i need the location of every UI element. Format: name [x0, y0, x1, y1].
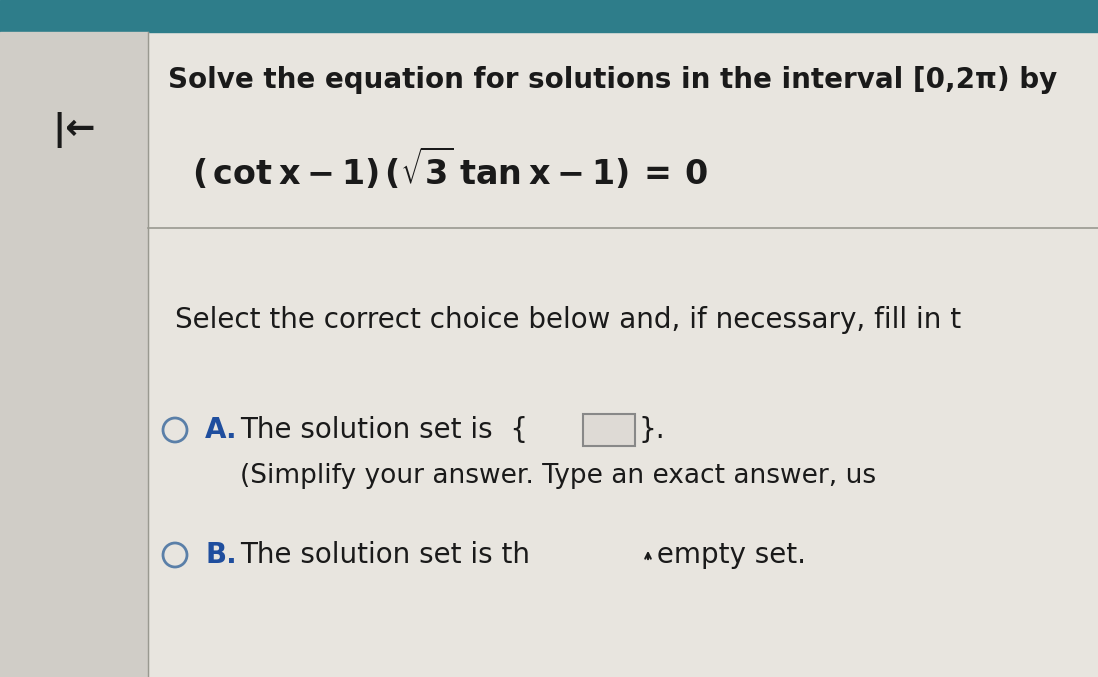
Text: |←: |←: [53, 112, 96, 148]
Bar: [0, 0, 1098, 32]
Bar: [583, 414, 635, 446]
Text: The solution set is th: The solution set is th: [240, 541, 530, 569]
Text: A.: A.: [205, 416, 237, 444]
Text: }.: }.: [638, 416, 664, 444]
Bar: [0, 32, 148, 677]
Text: empty set.: empty set.: [648, 541, 806, 569]
Text: $\mathbf{(\,cot\:x-1)\,(\sqrt{3}\:tan\:x-1)\:=\:0}$: $\mathbf{(\,cot\:x-1)\,(\sqrt{3}\:tan\:x…: [192, 145, 708, 191]
Text: The solution set is  {: The solution set is {: [240, 416, 528, 444]
Text: Select the correct choice below and, if necessary, fill in t: Select the correct choice below and, if …: [175, 306, 961, 334]
Text: Solve the equation for solutions in the interval [0,2π) by: Solve the equation for solutions in the …: [168, 66, 1057, 94]
Text: (Simplify your answer. Type an exact answer, us⁠: (Simplify your answer. Type an exact ans…: [240, 463, 876, 489]
Text: B.: B.: [205, 541, 237, 569]
